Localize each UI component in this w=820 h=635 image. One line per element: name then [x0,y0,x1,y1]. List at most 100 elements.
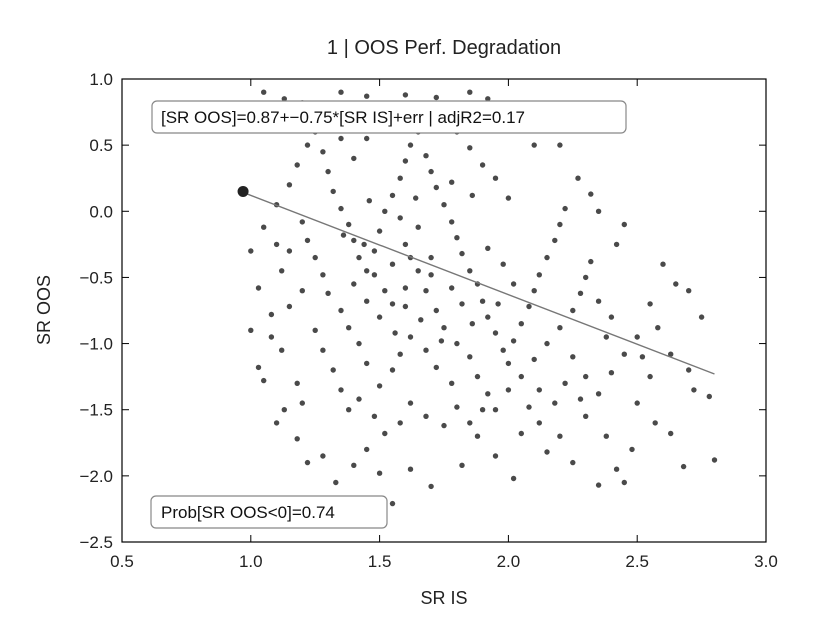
scatter-point [595,391,602,397]
scatter-point [364,360,370,367]
scatter-point [415,268,421,274]
scatter-point [454,235,460,241]
y-tick-label: −2.0 [79,467,113,486]
scatter-point [356,396,362,402]
scatter-point [686,367,692,373]
scatter-point [364,268,370,274]
scatter-point [407,334,414,340]
scatter-point [268,311,275,318]
scatter-point [371,413,378,419]
scatter-point [518,373,524,380]
scatter-point [557,221,563,228]
scatter-point [613,241,620,248]
x-tick-label: 3.0 [754,552,778,571]
scatter-point [544,254,550,261]
scatter-point [351,237,357,244]
scatter-point [333,479,339,486]
scatter-point [505,195,512,201]
scatter-point [346,325,352,331]
scatter-point [531,288,537,294]
scatter-point [577,290,584,296]
x-axis-ticks: 0.5 1.0 1.5 2.0 2.5 3.0 [110,79,778,571]
scatter-point [346,221,352,228]
scatter-point [570,307,576,314]
plot-frame [121,78,767,543]
scatter-point [415,224,421,230]
scatter-point [304,459,311,466]
scatter-point [261,224,267,230]
scatter-point [505,387,512,393]
scatter-point [469,192,475,199]
scatter-point [479,298,486,304]
scatter-point [510,281,517,287]
scatter-point [595,208,602,214]
scatter-point [500,347,506,353]
scatter-point [634,334,640,340]
scatter-point [428,272,434,278]
scatter-point [325,290,331,296]
scatter-point [402,158,409,164]
scatter-point [485,245,491,251]
scatter-point [364,298,370,304]
scatter-point [510,338,517,344]
scatter-point [454,404,460,410]
scatter-point [680,463,687,470]
scatter-point [428,168,434,175]
scatter-point [557,433,563,439]
scatter-point [438,338,445,344]
scatter-point [294,436,300,442]
scatter-point [299,288,305,294]
scatter-point [449,219,455,225]
scatter-point [397,175,403,181]
scatter-point [382,430,388,437]
scatter-point [613,466,620,472]
scatter-point [402,241,409,248]
scatter-point [639,354,646,360]
scatter-point [621,221,627,228]
scatter-point [371,248,378,254]
scatter-point [304,142,311,148]
scatter-point [423,413,429,419]
scatter-point [286,248,293,254]
y-axis-ticks: 1.0 0.5 0.0 −0.5 −1.0 −1.5 −2.0 −2.5 [79,70,766,552]
scatter-point [389,192,396,199]
scatter-point [402,303,409,310]
chart-title: 1 | OOS Perf. Degradation [327,37,561,59]
scatter-point [312,254,318,261]
scatter-point [364,135,370,142]
scatter-point [647,301,653,307]
scatter-point [668,351,674,357]
scatter-point [698,314,705,320]
scatter-point [330,188,336,195]
scatter-point [433,307,439,314]
scatter-point [518,321,524,327]
scatter-point [382,208,388,214]
scatter-point [402,285,409,291]
regression-annotation-box: [SR OOS]=0.87+−0.75*[SR IS]+err | adjR2=… [151,100,627,134]
scatter-point [371,272,378,278]
scatter-point [467,420,473,426]
scatter-point [338,307,344,314]
scatter-point [376,228,383,234]
scatter-point [433,184,439,191]
scatter-point [629,446,635,453]
scatter-point [492,175,499,181]
scatter-point [389,367,396,373]
scatter-point [361,241,367,248]
scatter-point [647,373,653,380]
scatter-point [577,396,584,402]
scatter-point [583,413,589,419]
scatter-point [536,420,542,426]
scatter-point [673,281,679,287]
scatter-point [325,168,331,175]
scatter-point [320,272,326,278]
scatter-point [338,89,344,95]
x-tick-label: 1.5 [368,552,392,571]
scatter-point [595,298,602,304]
scatter-point [351,155,357,162]
scatter-point [423,153,429,159]
scatter-point [655,325,661,331]
scatter-point [492,453,499,459]
scatter-point [397,420,403,426]
